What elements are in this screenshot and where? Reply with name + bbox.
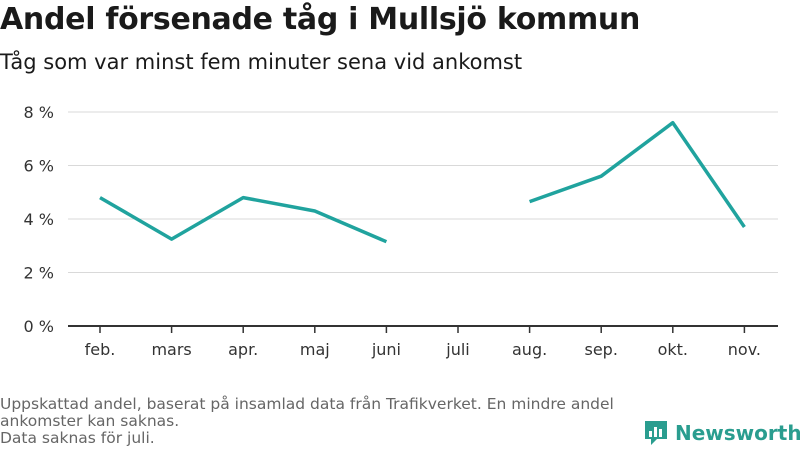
x-tick-label: mars — [151, 340, 191, 359]
chart-subtitle: Tåg som var minst fem minuter sena vid a… — [0, 50, 523, 74]
x-tick-label: juni — [371, 340, 401, 359]
x-tick-label: nov. — [728, 340, 761, 359]
x-tick-label: juli — [445, 340, 469, 359]
series-line-segment — [529, 120, 746, 228]
y-tick-label: 8 % — [24, 103, 54, 122]
x-tick-label: sep. — [584, 340, 617, 359]
chart-title: Andel försenade tåg i Mullsjö kommun — [0, 2, 641, 37]
source-note-line-1: Uppskattad andel, baserat på insamlad da… — [0, 395, 614, 413]
y-tick-label: 0 % — [24, 317, 54, 336]
x-tick-label: aug. — [512, 340, 547, 359]
source-note-line-3: Data saknas för juli. — [0, 429, 155, 447]
y-tick-label: 2 % — [24, 264, 54, 283]
source-note-line-2: ankomster kan saknas. — [0, 412, 180, 430]
bar-chart-logo-icon — [645, 421, 667, 445]
newsworthy-logo: Newsworthy — [643, 419, 800, 447]
source-note: Uppskattad andel, baserat på insamlad da… — [0, 396, 630, 447]
series-line-segment — [99, 195, 388, 244]
brand-name: Newsworthy — [675, 421, 800, 445]
x-tick-label: okt. — [658, 340, 688, 359]
x-tick-label: maj — [300, 340, 330, 359]
x-tick-label: apr. — [228, 340, 258, 359]
y-tick-label: 4 % — [24, 210, 54, 229]
x-tick-label: feb. — [85, 340, 116, 359]
y-tick-label: 6 % — [24, 157, 54, 176]
